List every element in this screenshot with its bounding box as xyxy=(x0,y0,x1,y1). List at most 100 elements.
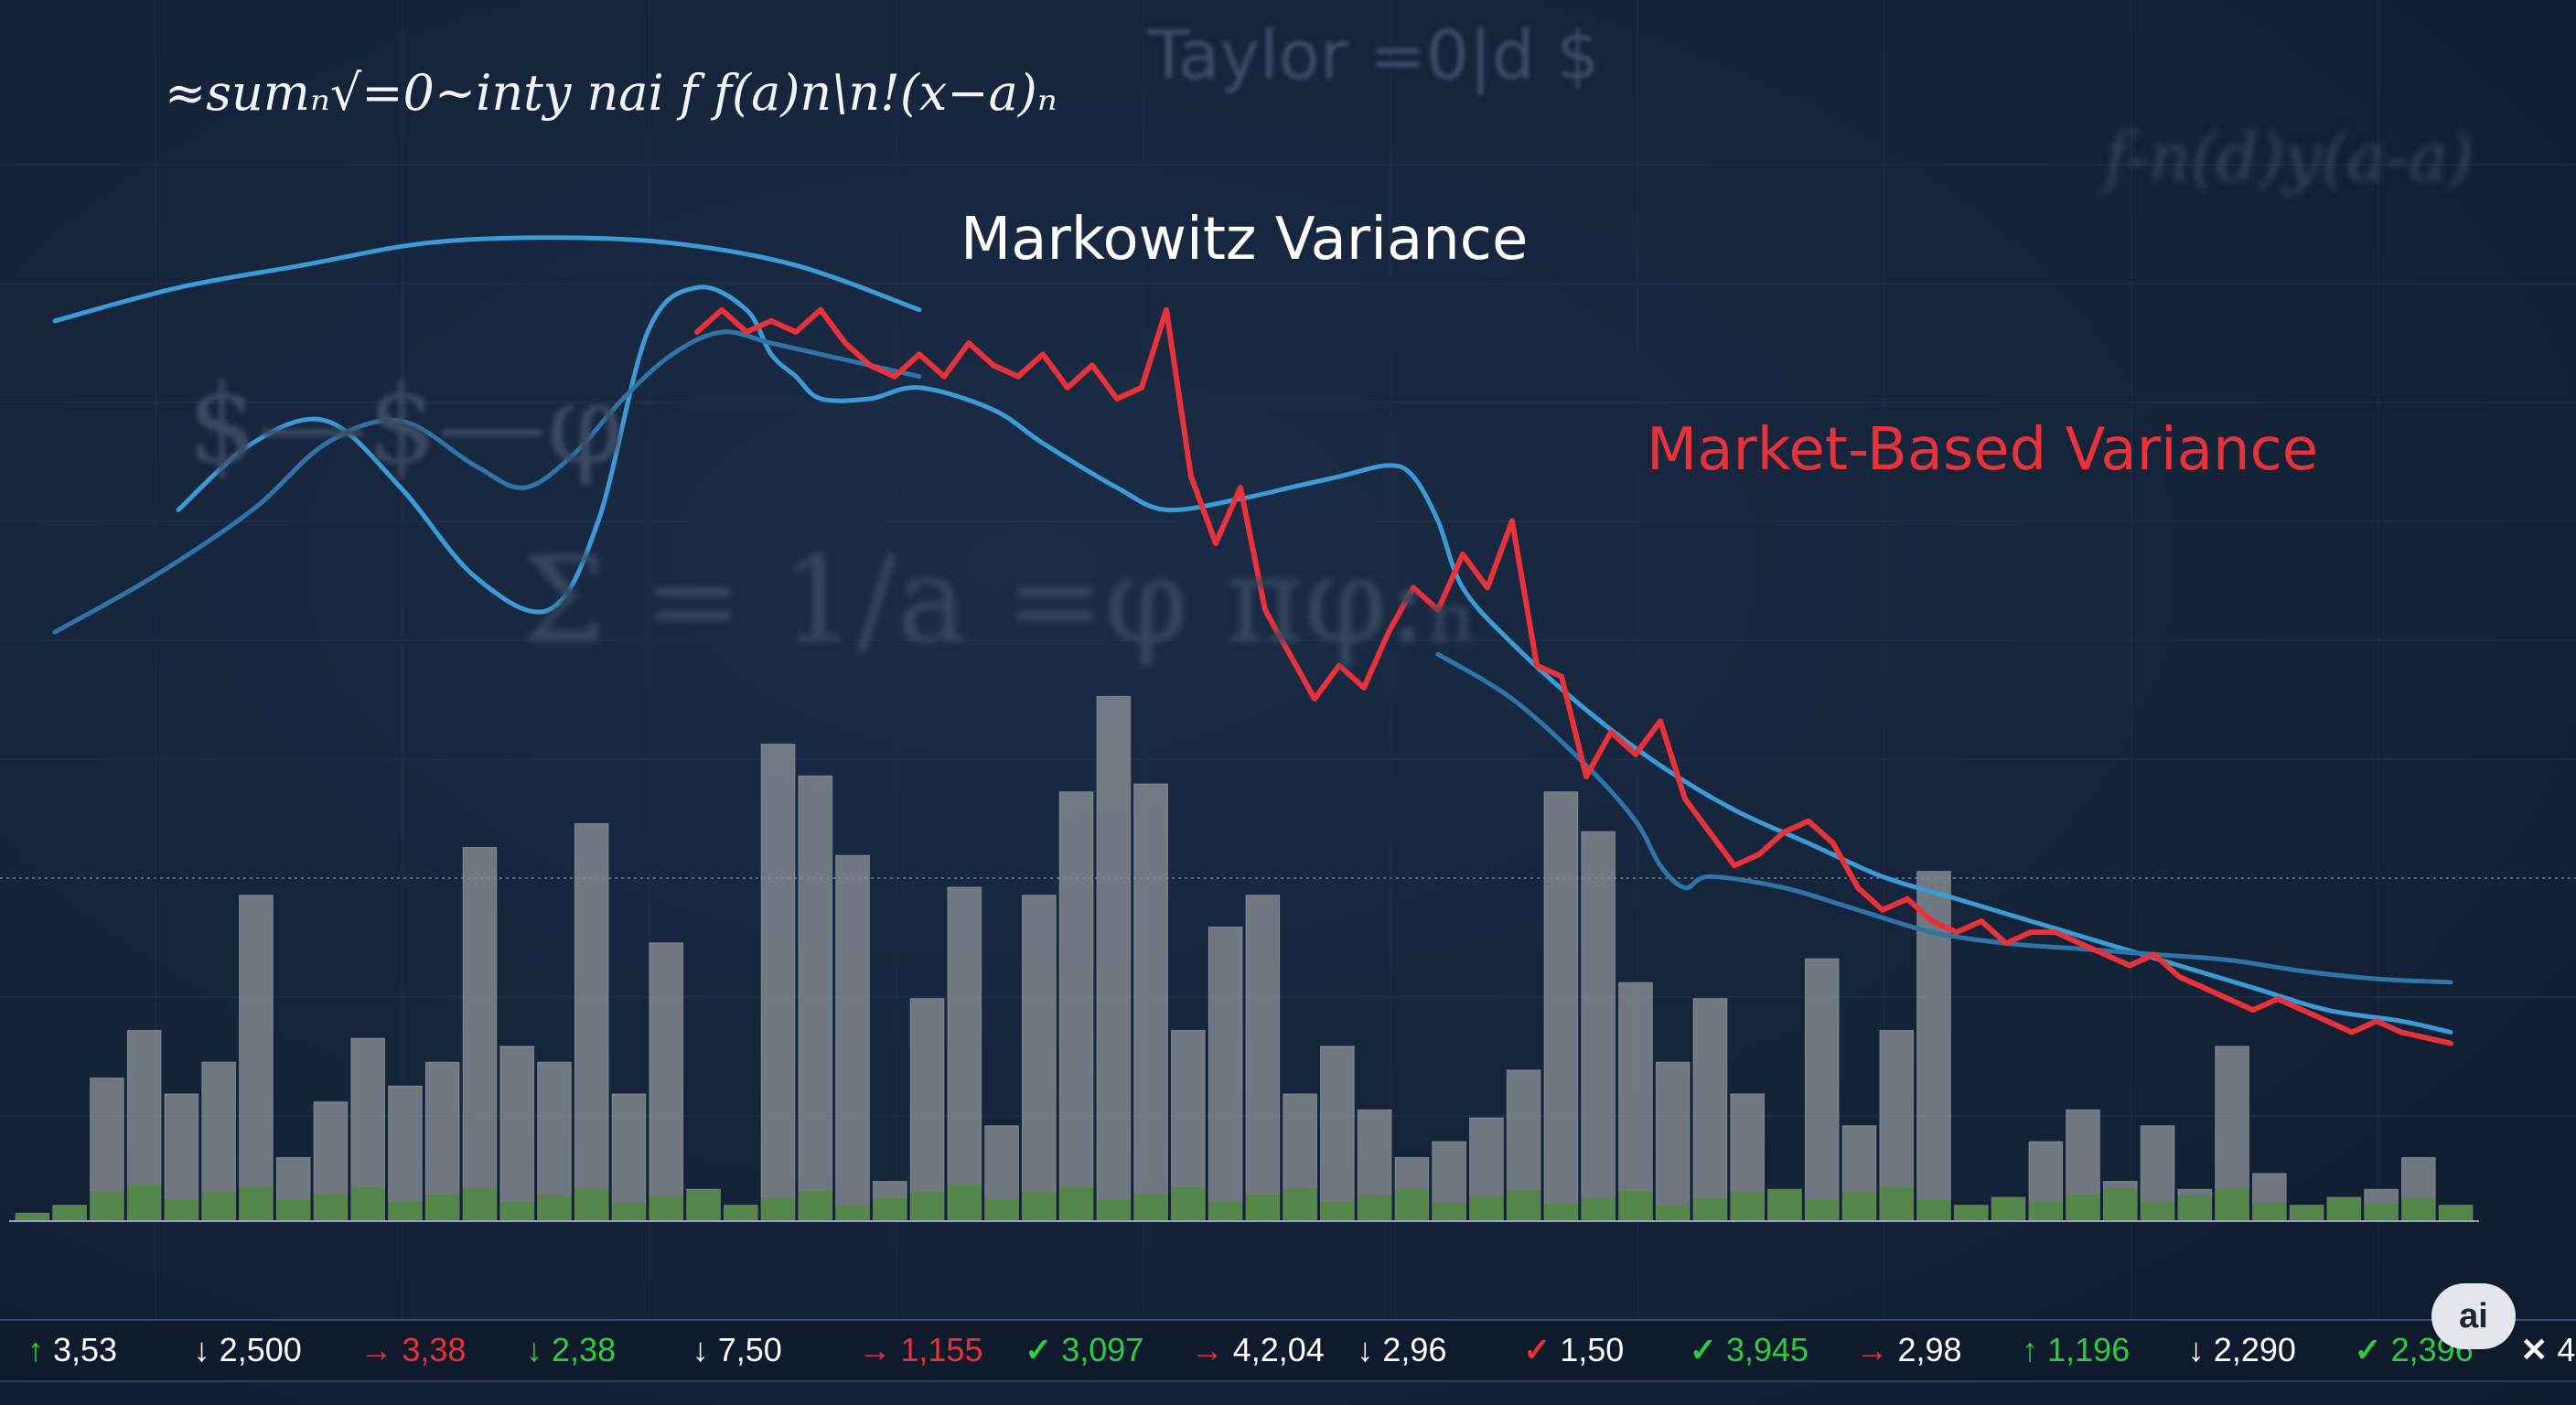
ticker-value: 3,53 xyxy=(53,1331,118,1368)
ticker-item: → 4,2,04 xyxy=(1191,1332,1325,1368)
volume-bar xyxy=(1021,895,1057,1222)
volume-bar-fill xyxy=(574,1189,609,1221)
ticker-value: 2,96 xyxy=(1382,1331,1447,1368)
ticker-arrow-icon: ✓ xyxy=(1523,1331,1551,1368)
volume-bar xyxy=(1096,695,1132,1222)
volume-bar-fill xyxy=(798,1191,832,1221)
volume-bar xyxy=(1618,981,1653,1222)
ticker-item: ↓ 2,38 xyxy=(526,1332,616,1368)
ticker-arrow-icon: ↓ xyxy=(692,1331,709,1368)
series-lines xyxy=(52,235,2453,1046)
ticker-value: 7,50 xyxy=(717,1331,782,1368)
volume-bar-fill xyxy=(984,1199,1019,1221)
ticker-item: ✓ 3,945 xyxy=(1690,1332,1809,1368)
ticker-arrow-icon: → xyxy=(1190,1331,1224,1368)
ticker-item: ↑ 1,196 xyxy=(2022,1332,2130,1368)
volume-bar-fill xyxy=(537,1196,572,1221)
volume-bar xyxy=(1655,1061,1690,1222)
volume-bar xyxy=(611,1093,647,1222)
ticker-value: 3,097 xyxy=(1061,1331,1144,1368)
volume-bar-fill xyxy=(1693,1198,1727,1221)
blurred-formula-right: f-n(d)y(a-a) xyxy=(2104,119,2474,196)
ticker-bar: ↑ 3,53 ↓ 2,500 → 3,38 ↓ 2,38 ↓ 7,50 → 1,155 ✓ 3,097 → 4… xyxy=(0,1319,2576,1382)
volume-bar xyxy=(388,1085,423,1222)
volume-bar xyxy=(537,1061,572,1222)
volume-bar-fill xyxy=(1358,1196,1392,1221)
volume-bar-fill xyxy=(686,1190,721,1221)
volume-bar-fill xyxy=(1096,1200,1131,1221)
volume-bar xyxy=(1692,998,1728,1222)
ticker-value: 2,98 xyxy=(1897,1331,1962,1368)
ticker-value: 3,945 xyxy=(1725,1331,1809,1368)
volume-bar xyxy=(1245,895,1281,1222)
volume-bar-fill xyxy=(52,1205,87,1221)
ticker-arrow-icon: → xyxy=(1855,1331,1889,1368)
volume-bar-fill xyxy=(1283,1188,1317,1221)
volume-bar-fill xyxy=(1171,1187,1206,1221)
volume-bar-fill xyxy=(276,1200,311,1221)
markowitz-variance-label: Markowitz Variance xyxy=(961,206,1529,273)
volume-bar-fill xyxy=(612,1203,646,1221)
volume-bar-fill xyxy=(314,1194,348,1221)
volume-bar-fill xyxy=(1618,1191,1653,1221)
volume-bar xyxy=(835,854,870,1222)
ticker-item: ↓ 2,290 xyxy=(2188,1332,2296,1368)
volume-bar-fill xyxy=(1469,1196,1504,1221)
volume-bar-fill xyxy=(1320,1202,1355,1221)
taylor-formula: Taylor =0|d $ xyxy=(1148,16,1600,95)
volume-bar xyxy=(1581,831,1616,1222)
volume-bar-fill xyxy=(239,1186,274,1221)
ticker-item: → 3,38 xyxy=(360,1332,466,1368)
volume-bar-fill xyxy=(350,1187,385,1221)
volume-bar-fill xyxy=(1246,1195,1280,1221)
ticker-value: 3,38 xyxy=(402,1331,467,1368)
volume-bar-fill xyxy=(2215,1189,2249,1221)
series-line-curve-2 xyxy=(52,329,922,635)
volume-bar-fill xyxy=(1879,1186,1914,1221)
ticker-arrow-icon: ↓ xyxy=(526,1331,543,1368)
volume-bar-fill xyxy=(724,1205,758,1221)
volume-bar-fill xyxy=(2326,1196,2361,1221)
volume-bar-fill xyxy=(90,1192,124,1221)
ticker-arrow-icon: → xyxy=(360,1331,393,1368)
ticker-item: ↓ 2,500 xyxy=(194,1332,302,1368)
volume-bar-fill xyxy=(1581,1197,1615,1221)
volume-bar xyxy=(798,775,833,1222)
volume-bar-fill xyxy=(873,1198,907,1221)
volume-bar xyxy=(760,743,796,1222)
volume-bar xyxy=(462,846,498,1222)
main-formula: ≈sumₙ√=0~inty nai f f(a)n\n!(x−a)ₙ xyxy=(165,64,1057,122)
volume-bar-fill xyxy=(2103,1188,2138,1221)
series-line-market-based-variance xyxy=(694,306,2453,1046)
ticker-arrow-icon: ↑ xyxy=(27,1331,44,1368)
volume-bar-fill xyxy=(649,1196,683,1221)
ticker-value: 2,38 xyxy=(552,1331,617,1368)
ai-badge[interactable]: ai xyxy=(2431,1283,2516,1349)
ticker-arrow-icon: → xyxy=(858,1331,892,1368)
volume-bar xyxy=(1804,958,1840,1222)
volume-bar xyxy=(1058,791,1094,1222)
volume-bar-fill xyxy=(2252,1203,2287,1221)
volume-bar-fill xyxy=(463,1188,497,1221)
volume-bar-fill xyxy=(2364,1204,2399,1221)
volume-bar-fill xyxy=(1544,1204,1578,1221)
volume-bar-fill xyxy=(2401,1197,2436,1221)
volume-bar xyxy=(499,1046,535,1222)
volume-bar-fill xyxy=(1059,1186,1093,1221)
volume-bar-fill xyxy=(835,1205,870,1221)
volume-bar-fill xyxy=(1507,1190,1541,1221)
volume-bar-fill xyxy=(165,1199,199,1221)
volume-bar xyxy=(909,998,945,1222)
volume-bar-fill xyxy=(1954,1205,1989,1221)
volume-bar xyxy=(239,895,274,1222)
ticker-value: 2,290 xyxy=(2213,1331,2296,1368)
volume-bar-fill xyxy=(1133,1194,1168,1221)
volume-bar-fill xyxy=(1730,1192,1765,1221)
volume-bar-fill xyxy=(1991,1196,2025,1221)
volume-bar-fill xyxy=(201,1193,236,1221)
series-line-curve-3 xyxy=(1435,651,2453,985)
volume-bar-fill xyxy=(1656,1205,1690,1221)
volume-bar-fill xyxy=(1767,1189,1802,1221)
